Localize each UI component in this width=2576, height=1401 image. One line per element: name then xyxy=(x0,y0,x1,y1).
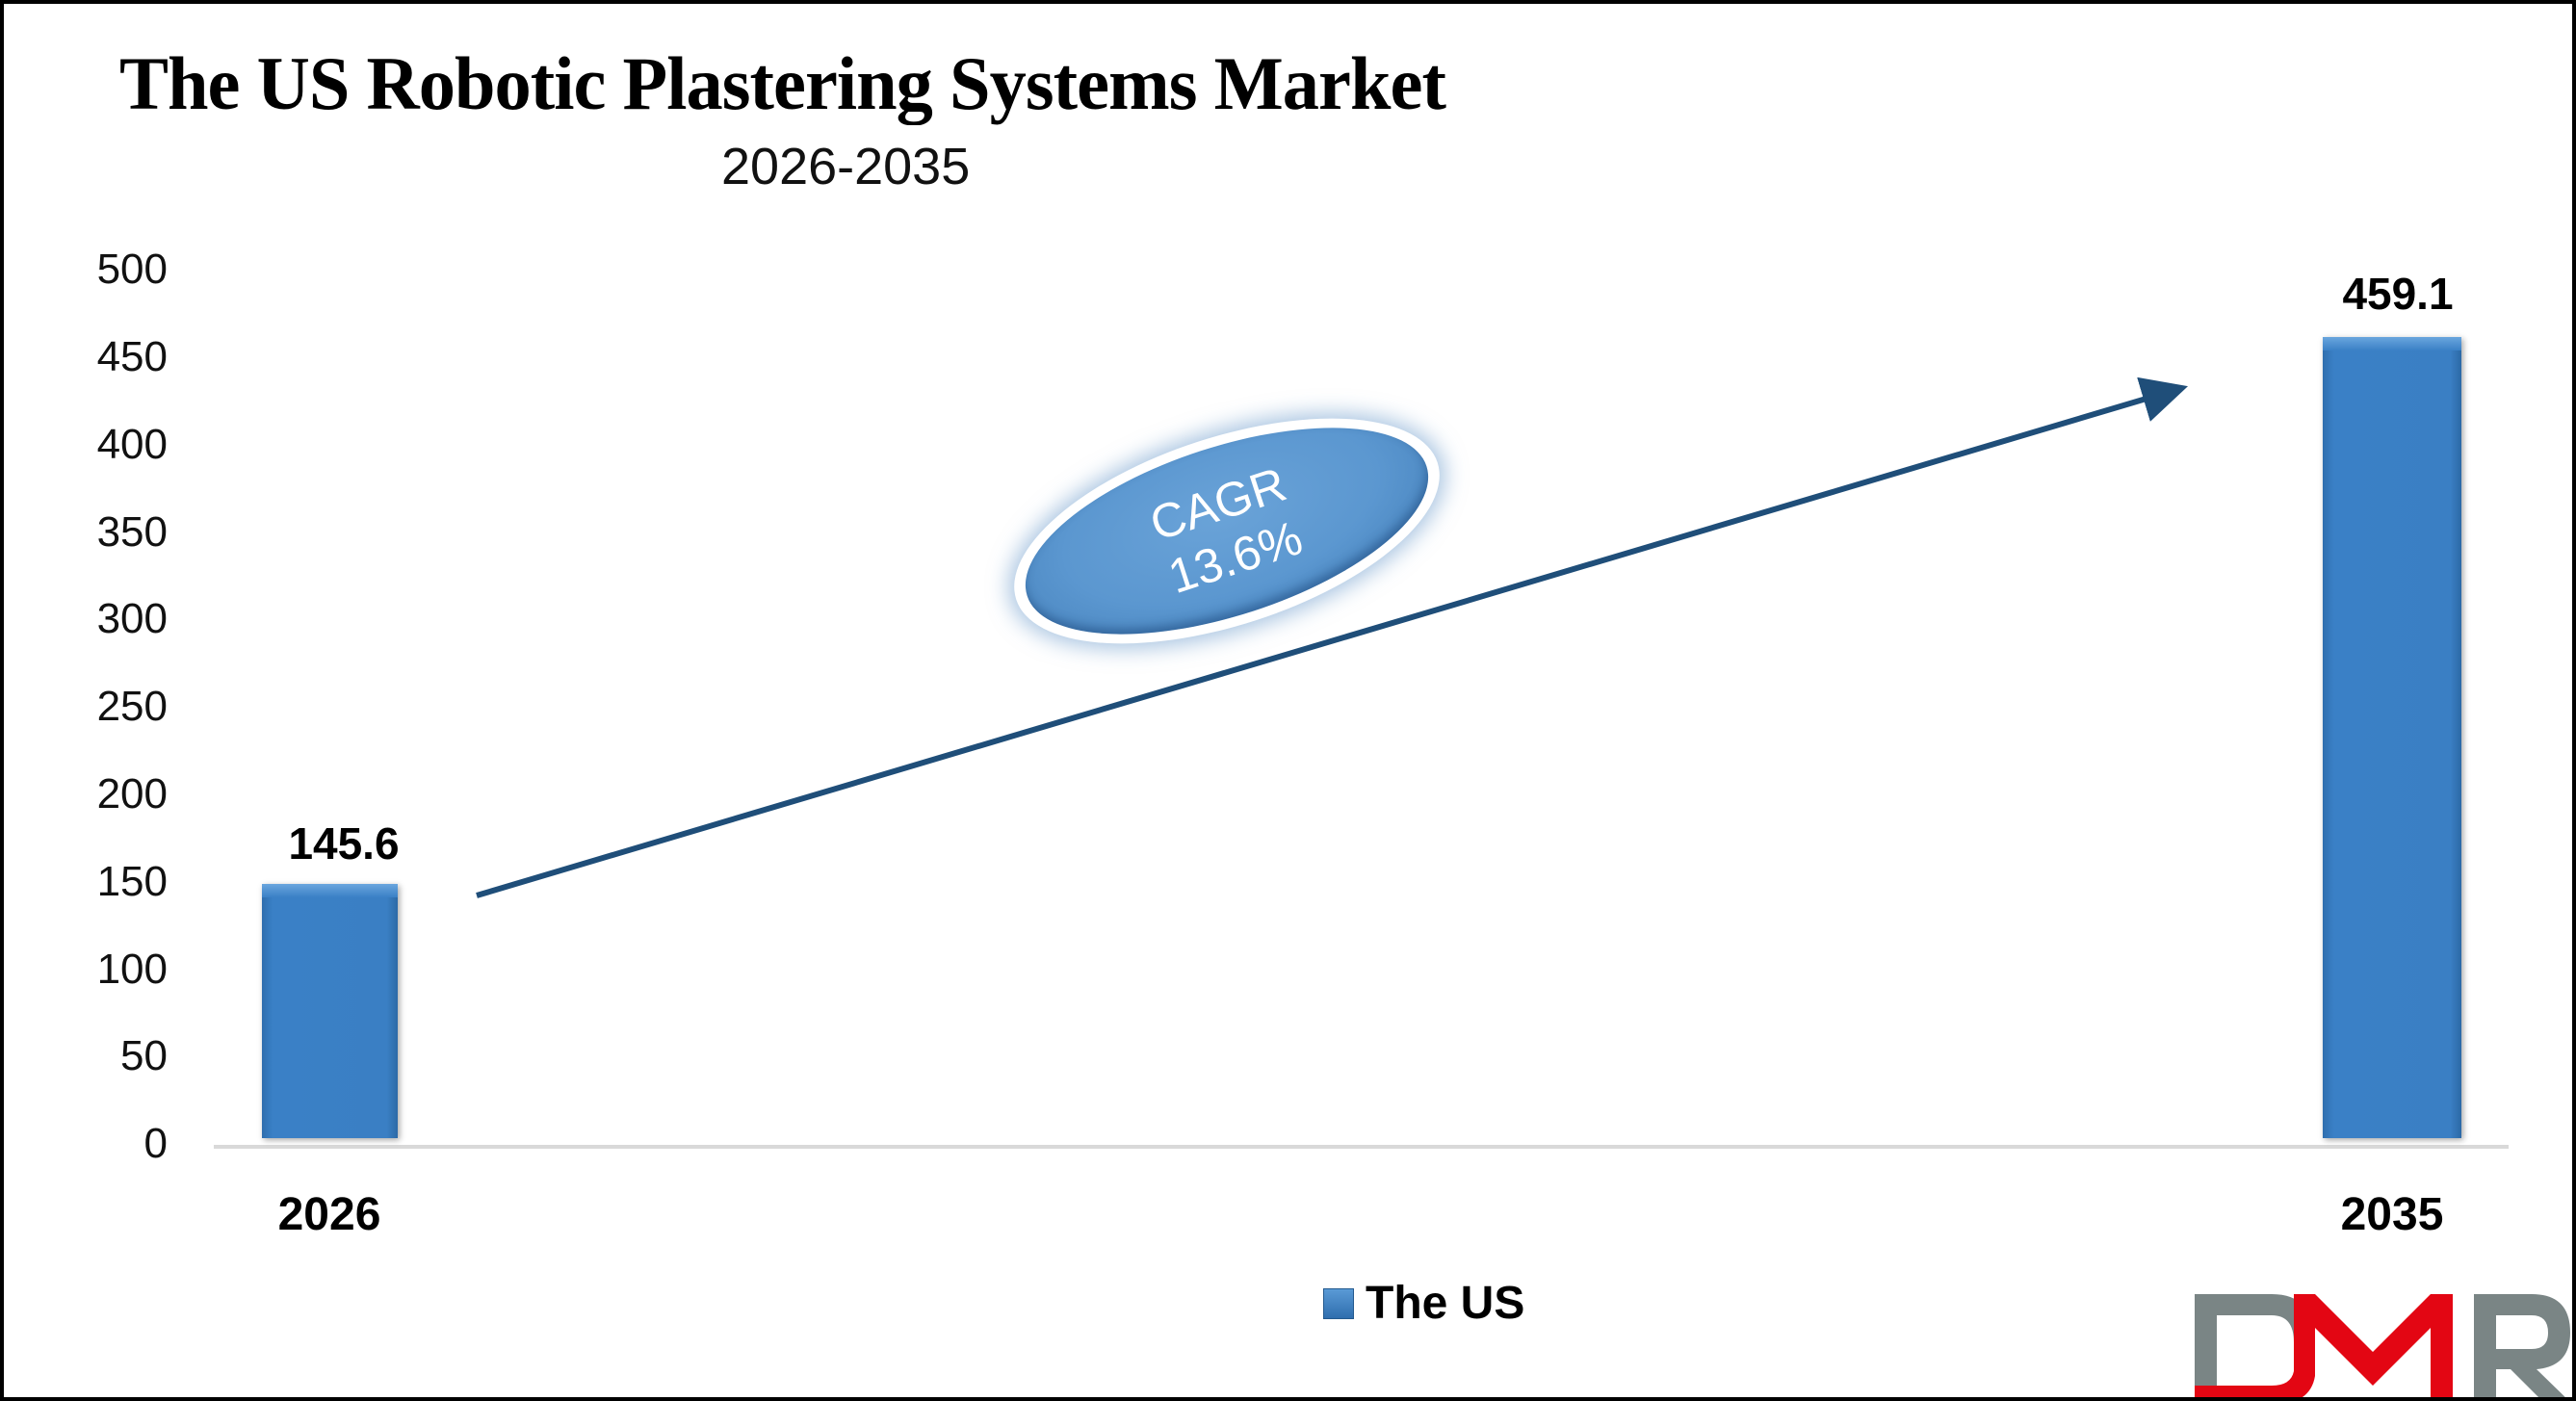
x-axis-line xyxy=(214,1145,2509,1149)
y-tick: 0 xyxy=(143,1120,168,1167)
growth-arrow-icon xyxy=(476,376,2189,898)
bar-value-label: 145.6 xyxy=(288,818,400,869)
y-tick: 150 xyxy=(96,858,168,905)
y-tick: 200 xyxy=(96,770,168,817)
legend-label: The US xyxy=(1366,1278,1525,1329)
y-tick: 500 xyxy=(96,246,168,293)
y-tick: 450 xyxy=(96,333,168,380)
y-tick: 400 xyxy=(96,421,168,468)
bar-2035[interactable] xyxy=(2323,337,2461,1138)
chart-title: The US Robotic Plastering Systems Market xyxy=(119,41,1446,125)
bar-value-label: 459.1 xyxy=(2342,269,2454,319)
dmr-logo-icon xyxy=(2195,1294,2570,1397)
y-tick: 300 xyxy=(96,595,168,642)
legend-swatch-icon xyxy=(1323,1287,1354,1319)
y-tick: 100 xyxy=(96,946,168,993)
y-tick: 350 xyxy=(96,508,168,556)
x-tick-label: 2035 xyxy=(2340,1189,2444,1240)
legend: The US xyxy=(1323,1277,1524,1330)
bar-2026[interactable] xyxy=(262,884,398,1138)
y-tick: 50 xyxy=(120,1032,168,1079)
x-tick-label: 2026 xyxy=(277,1189,381,1240)
chart-subtitle: 2026-2035 xyxy=(721,138,971,195)
y-tick: 250 xyxy=(96,683,168,730)
